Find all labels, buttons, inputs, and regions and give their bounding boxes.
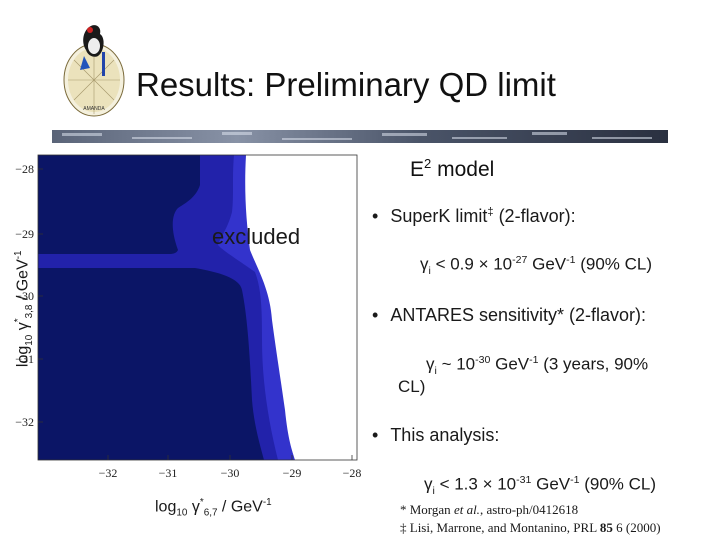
y-tick-label: −28 — [15, 162, 34, 176]
y-tick-label: −29 — [15, 227, 34, 241]
xlab-log-sub: 10 — [176, 507, 188, 519]
footnote-morgan-etal: et al. — [453, 502, 480, 517]
footnote-morgan-ref: , astro-ph/0412618 — [479, 502, 579, 517]
footnote-morgan: * Morgan et al., astro-ph/0412618 — [400, 502, 578, 518]
value-a: < 0.9 × 10 — [430, 254, 513, 274]
footnote-lisi-vol: 85 — [599, 520, 613, 535]
bullet-antares: • ANTARES sensitivity* (2-flavor): — [372, 305, 646, 326]
ylab-star: * — [13, 318, 25, 323]
gamma-symbol: γ — [424, 474, 433, 494]
bullet-dot: • — [372, 425, 379, 445]
xlab-star: * — [199, 497, 204, 508]
bullet-dot: • — [372, 206, 379, 226]
value-unit: GeV — [527, 254, 567, 274]
antares-value-line1: γi ~ 10-30 GeV-1 (3 years, 90% — [426, 354, 648, 377]
ylab-gamma: γ — [14, 322, 32, 335]
footnote-morgan-a: * Morgan — [400, 502, 454, 517]
this-analysis-value: γi < 1.3 × 10-31 GeV-1 (90% CL) — [424, 474, 656, 497]
x-axis-label: log10 γ*6,7 / GeV-1 — [155, 497, 272, 519]
xlab-unit: / GeV — [217, 498, 263, 516]
bullet-antares-text: ANTARES sensitivity* (2-flavor): — [390, 305, 647, 325]
model-letter: E — [410, 158, 425, 181]
antares-value-line2: CL) — [398, 377, 426, 396]
footnote-lisi: ‡ Lisi, Marrone, and Montanino, PRL 85 6… — [400, 520, 661, 536]
bullet-superk-tail: (2-flavor): — [493, 206, 576, 226]
x-ticks: −32 −31 −30 −29 −28 — [99, 455, 362, 480]
value-cl: (3 years, 90% — [538, 354, 649, 374]
model-exponent: 2 — [424, 156, 432, 171]
bullet-superk-text: SuperK limit — [390, 206, 488, 226]
ylab-log-sub: 10 — [23, 334, 35, 346]
footnote-lisi-a: ‡ Lisi, Marrone, and Montanino, PRL — [400, 520, 600, 535]
value-cl: (90% CL) — [579, 474, 657, 494]
xlab-gamma: γ — [187, 498, 200, 516]
bullet-this-analysis: • This analysis: — [372, 425, 499, 446]
bullet-dot: • — [372, 305, 379, 325]
xlab-gamma-sub: 6,7 — [203, 507, 218, 519]
value-a: < 1.3 × 10 — [434, 474, 517, 494]
bullet-superk-mark: ‡ — [487, 206, 494, 218]
excluded-label: excluded — [212, 224, 301, 249]
bullet-superk: • SuperK limit‡ (2-flavor): — [372, 206, 576, 227]
logo-text: AMANDA — [83, 106, 105, 112]
y-tick-label: −30 — [15, 289, 34, 303]
value-unit-exp: -1 — [570, 474, 580, 486]
exclusion-region-inner — [38, 155, 264, 460]
x-tick-label: −30 — [221, 466, 240, 480]
footnote-lisi-page: 6 (2000) — [612, 520, 661, 535]
xlab-log: log — [155, 498, 177, 516]
gamma-sub: i — [432, 485, 435, 498]
x-tick-label: −31 — [159, 466, 178, 480]
amanda-logo: AMANDA — [63, 25, 125, 117]
gamma-sub: i — [428, 265, 431, 278]
gamma-sub: i — [434, 365, 437, 378]
ylab-log: log — [14, 345, 32, 368]
value-exp: -30 — [475, 354, 491, 366]
x-tick-label: −32 — [99, 466, 118, 480]
banner-strip — [52, 130, 668, 143]
value-exp: -31 — [516, 474, 532, 486]
value-a: ~ 10 — [436, 354, 476, 374]
ylab-unit: / GeV — [14, 259, 32, 305]
ylab-gamma-sub: 3,8 — [23, 304, 35, 319]
y-tick-label: −32 — [15, 415, 34, 429]
model-label: E2 model — [410, 156, 494, 182]
slide-title: Results: Preliminary QD limit — [136, 66, 556, 103]
value-exp: -27 — [512, 254, 528, 266]
value-cl: (90% CL) — [575, 254, 653, 274]
plot-frame — [37, 154, 358, 461]
value-unit-exp: -1 — [566, 254, 576, 266]
value-unit: GeV — [531, 474, 571, 494]
model-suffix: model — [431, 158, 495, 181]
superk-limit-value: γi < 0.9 × 10-27 GeV-1 (90% CL) — [420, 254, 652, 277]
ylab-unit-exp: -1 — [13, 250, 25, 260]
y-axis-label: log10 γ*3,8 / GeV-1 — [13, 209, 35, 409]
y-ticks: −28 −29 −30 −31 −32 — [15, 162, 43, 429]
value-unit: GeV — [490, 354, 530, 374]
contour-plot: −28 −29 −30 −31 −32 −32 −31 −30 −29 −28 — [0, 150, 380, 540]
bullet-this-analysis-text: This analysis: — [390, 425, 500, 445]
value-unit-exp: -1 — [529, 354, 539, 366]
gamma-symbol: γ — [426, 354, 435, 374]
gamma-symbol: γ — [420, 254, 429, 274]
x-tick-label: −29 — [283, 466, 302, 480]
xlab-unit-exp: -1 — [262, 497, 272, 508]
x-tick-label: −28 — [343, 466, 362, 480]
y-tick-label: −31 — [15, 352, 34, 366]
